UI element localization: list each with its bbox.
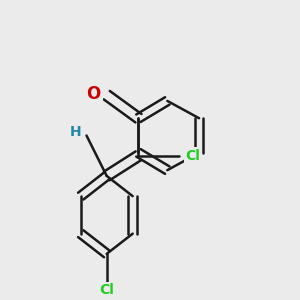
- Text: Cl: Cl: [185, 149, 200, 163]
- Text: O: O: [87, 85, 101, 103]
- Text: H: H: [70, 125, 81, 139]
- Text: Cl: Cl: [99, 283, 114, 297]
